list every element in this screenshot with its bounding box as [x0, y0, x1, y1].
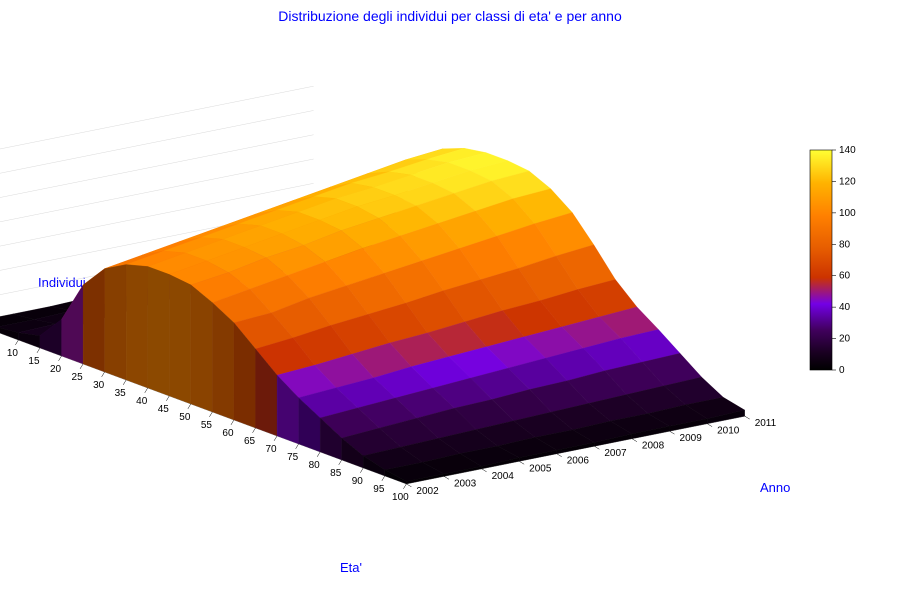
svg-text:40: 40 — [136, 396, 148, 407]
svg-text:120: 120 — [839, 176, 856, 187]
svg-text:55: 55 — [201, 420, 213, 431]
svg-text:2009: 2009 — [680, 433, 703, 444]
svg-text:70: 70 — [266, 444, 278, 455]
svg-text:30: 30 — [93, 380, 105, 391]
svg-text:100: 100 — [839, 208, 856, 219]
svg-text:60: 60 — [839, 271, 851, 282]
svg-text:20: 20 — [839, 334, 851, 345]
svg-text:0: 0 — [839, 365, 845, 376]
svg-text:65: 65 — [244, 436, 256, 447]
svg-text:2005: 2005 — [529, 463, 552, 474]
svg-text:10: 10 — [7, 348, 19, 359]
svg-text:40: 40 — [839, 302, 851, 313]
svg-text:15: 15 — [28, 356, 40, 367]
colorbar: 0 20 40 60 80 100 120 140 — [810, 145, 856, 376]
svg-text:50: 50 — [179, 412, 191, 423]
svg-text:60: 60 — [222, 428, 234, 439]
svg-text:80: 80 — [309, 460, 321, 471]
surface-plot: 0510152025303540455055606570758085909510… — [0, 0, 900, 600]
svg-text:75: 75 — [287, 452, 299, 463]
svg-text:25: 25 — [72, 372, 84, 383]
svg-text:95: 95 — [373, 484, 385, 495]
svg-text:140: 140 — [839, 145, 856, 156]
svg-text:85: 85 — [330, 468, 342, 479]
svg-text:100: 100 — [392, 492, 409, 503]
svg-text:2003: 2003 — [454, 478, 477, 489]
svg-text:45: 45 — [158, 404, 170, 415]
svg-text:2011: 2011 — [755, 418, 777, 429]
svg-text:2002: 2002 — [416, 486, 439, 497]
svg-text:35: 35 — [115, 388, 127, 399]
svg-text:2010: 2010 — [717, 426, 740, 437]
svg-text:2004: 2004 — [492, 471, 515, 482]
surface — [0, 148, 745, 484]
svg-text:2006: 2006 — [567, 456, 590, 467]
svg-text:2007: 2007 — [604, 448, 627, 459]
svg-text:90: 90 — [352, 476, 364, 487]
svg-text:80: 80 — [839, 239, 851, 250]
svg-text:2008: 2008 — [642, 441, 665, 452]
svg-text:20: 20 — [50, 364, 62, 375]
